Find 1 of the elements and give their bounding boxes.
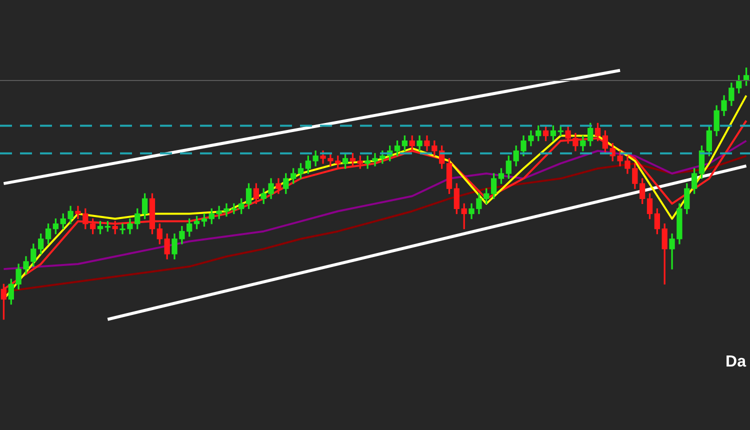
text: Da	[726, 353, 746, 370]
